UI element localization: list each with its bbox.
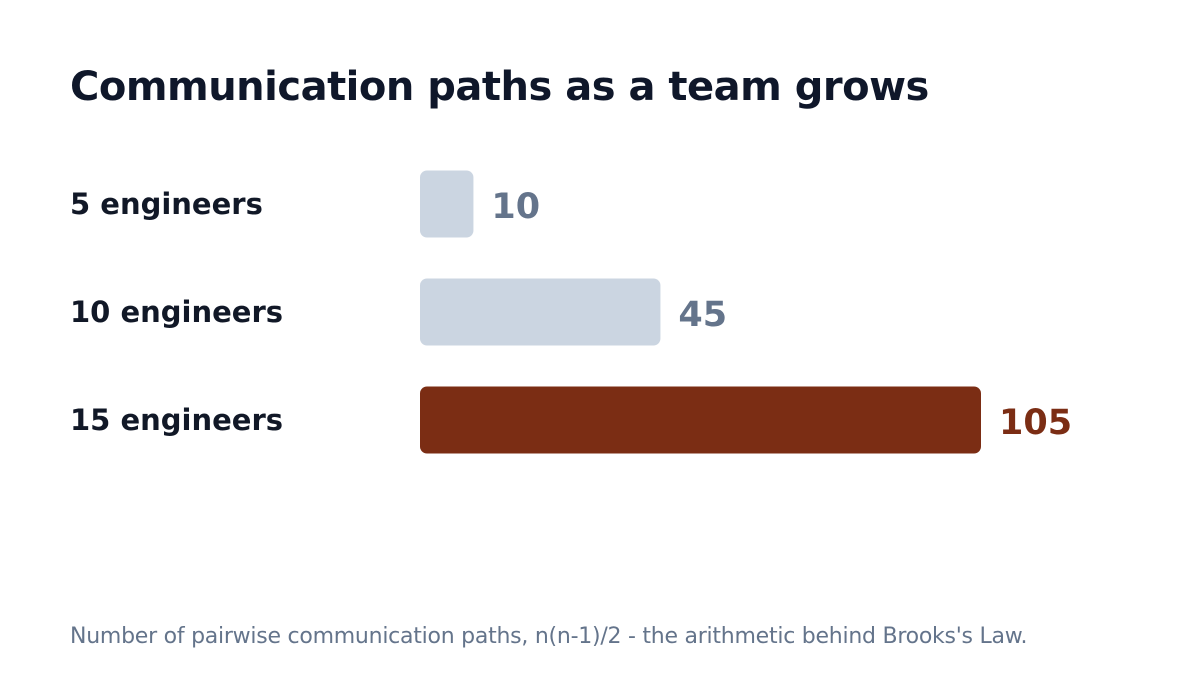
category-label-15-engineers: 15 engineers [70,403,283,437]
bar-5-engineers [420,170,474,238]
chart-footnote: Number of pairwise communication paths, … [70,624,1028,649]
category-label-10-engineers: 10 engineers [70,295,283,329]
category-label-5-engineers: 5 engineers [70,187,263,221]
bar-10-engineers [420,278,661,346]
chart-title: Communication paths as a team grows [70,64,929,110]
bar-15-engineers [420,386,981,454]
value-label-10-engineers: 45 [678,295,727,335]
value-label-5-engineers: 10 [491,187,540,227]
value-label-15-engineers: 105 [999,403,1072,443]
bar-chart: 5 engineers 10 10 engineers 45 15 engineers 1… [70,170,1072,454]
